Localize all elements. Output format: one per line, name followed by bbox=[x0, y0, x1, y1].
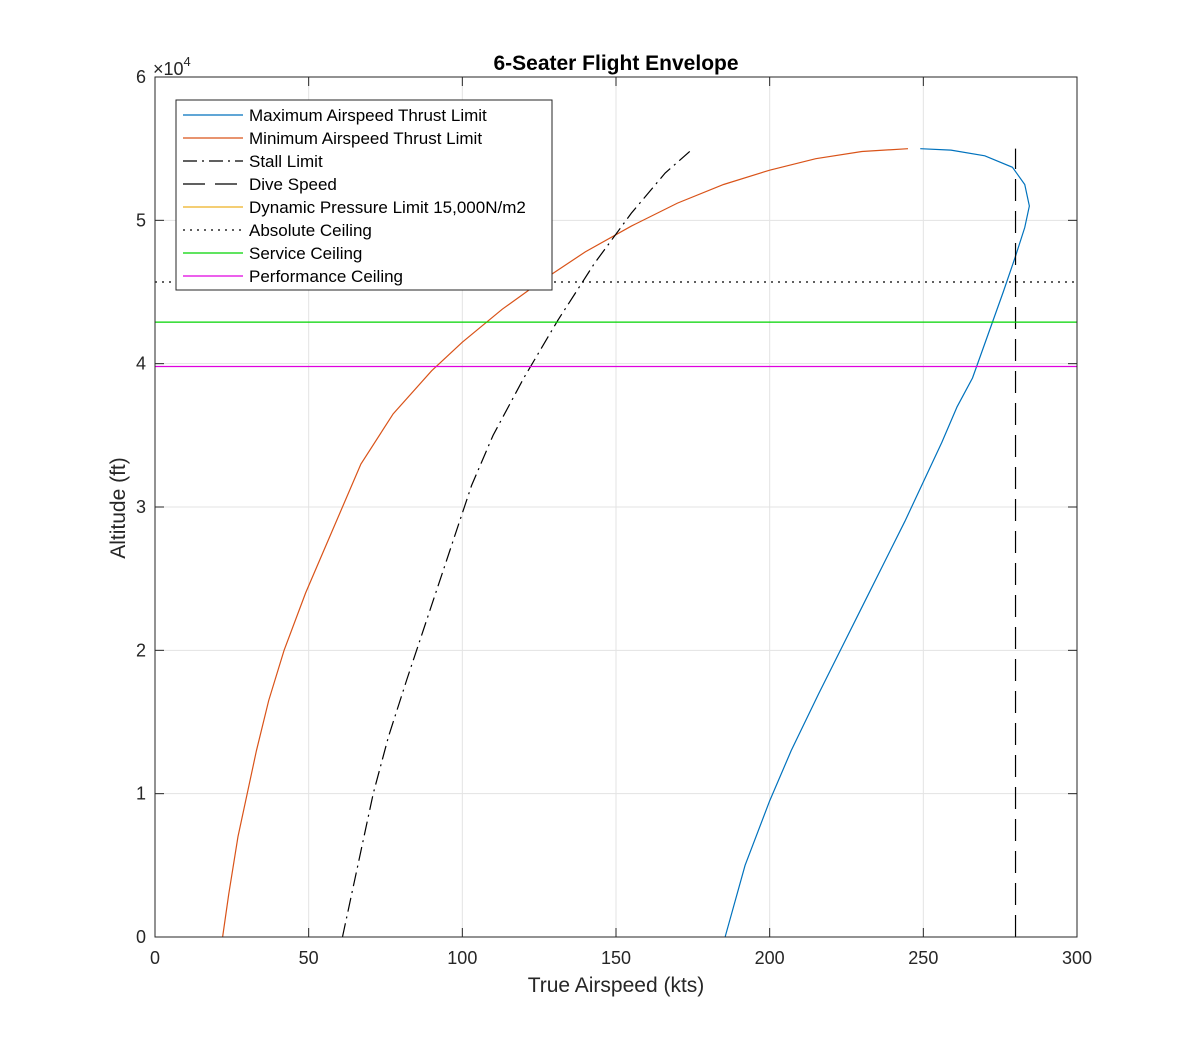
plot-series bbox=[155, 148, 1077, 938]
x-tick-label: 50 bbox=[299, 948, 319, 968]
legend-entry-label: Dynamic Pressure Limit 15,000N/m2 bbox=[249, 198, 526, 217]
legend-entry-label: Service Ceiling bbox=[249, 244, 362, 263]
legend-entry-label: Dive Speed bbox=[249, 175, 337, 194]
series-line bbox=[724, 148, 1030, 938]
legend-box bbox=[175, 99, 553, 291]
y-tick-label: 4 bbox=[136, 354, 146, 374]
legend-entry-label: Absolute Ceiling bbox=[249, 221, 372, 240]
tick-labels: 0 50 100 150 200 250 300 0 1 2 3 4 5 6 bbox=[136, 67, 1092, 968]
legend-entry-label: Performance Ceiling bbox=[249, 267, 403, 286]
legend-entry-label: Stall Limit bbox=[249, 152, 323, 171]
axis-ticks bbox=[154, 76, 1078, 938]
legend-entry-label: Maximum Airspeed Thrust Limit bbox=[249, 106, 487, 125]
x-tick-label: 0 bbox=[150, 948, 160, 968]
x-tick-label: 100 bbox=[447, 948, 477, 968]
chart-title: 6-Seater Flight Envelope bbox=[493, 52, 738, 75]
y-tick-label: 5 bbox=[136, 210, 146, 230]
series-line bbox=[341, 148, 694, 938]
series-line bbox=[222, 148, 909, 938]
x-axis-label: True Airspeed (kts) bbox=[528, 974, 705, 997]
y-tick-label: 6 bbox=[136, 67, 146, 87]
y-tick-label: 0 bbox=[136, 927, 146, 947]
y-tick-label: 2 bbox=[136, 640, 146, 660]
y-tick-label: 3 bbox=[136, 497, 146, 517]
legend-entry-label: Minimum Airspeed Thrust Limit bbox=[249, 129, 482, 148]
x-tick-label: 250 bbox=[908, 948, 938, 968]
y-axis-label: Altitude (ft) bbox=[107, 457, 130, 559]
x-tick-label: 200 bbox=[755, 948, 785, 968]
legend: Maximum Airspeed Thrust Limit Minimum Air… bbox=[175, 99, 553, 291]
y-exponent-label: ×104 bbox=[153, 54, 191, 79]
x-tick-label: 300 bbox=[1062, 948, 1092, 968]
x-tick-label: 150 bbox=[601, 948, 631, 968]
y-tick-label: 1 bbox=[136, 784, 146, 804]
